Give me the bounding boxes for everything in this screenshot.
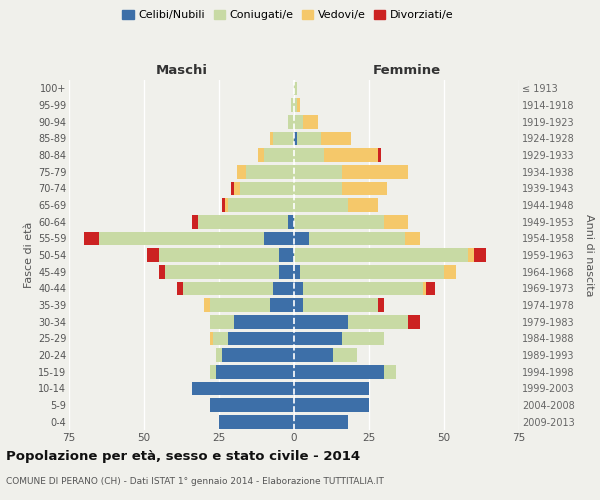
Bar (294, 82, 297, 95)
Bar (279, 248, 294, 262)
Bar (384, 365, 396, 378)
Bar (294, 182, 342, 195)
Bar (210, 398, 294, 412)
Bar (210, 332, 213, 345)
Bar (294, 415, 348, 428)
Bar (240, 182, 294, 195)
Bar (198, 215, 288, 228)
Bar (216, 365, 294, 378)
Bar (270, 132, 273, 145)
Bar (210, 365, 216, 378)
Bar (294, 298, 303, 312)
Bar (426, 282, 435, 295)
Bar (159, 248, 279, 262)
Bar (294, 215, 384, 228)
Bar (294, 165, 342, 178)
Bar (294, 365, 384, 378)
Bar (177, 282, 183, 295)
Bar (204, 298, 210, 312)
Bar (474, 248, 486, 262)
Bar (408, 315, 420, 328)
Bar (264, 148, 294, 162)
Bar (348, 315, 408, 328)
Bar (294, 148, 324, 162)
Bar (303, 282, 423, 295)
Bar (294, 315, 348, 328)
Bar (228, 332, 294, 345)
Bar (378, 298, 384, 312)
Bar (294, 265, 300, 278)
Bar (294, 232, 309, 245)
Bar (294, 282, 303, 295)
Bar (384, 215, 408, 228)
Bar (222, 348, 294, 362)
Y-axis label: Fasce di età: Fasce di età (23, 222, 34, 288)
Bar (237, 165, 246, 178)
Bar (165, 265, 279, 278)
Bar (294, 198, 348, 212)
Bar (270, 298, 294, 312)
Y-axis label: Anni di nascita: Anni di nascita (584, 214, 594, 296)
Legend: Celibi/Nubili, Coniugati/e, Vedovi/e, Divorziati/e: Celibi/Nubili, Coniugati/e, Vedovi/e, Di… (118, 6, 458, 25)
Bar (231, 182, 234, 195)
Bar (468, 248, 474, 262)
Bar (324, 148, 378, 162)
Bar (219, 415, 294, 428)
Bar (264, 232, 294, 245)
Bar (342, 165, 408, 178)
Bar (234, 315, 294, 328)
Bar (303, 298, 378, 312)
Text: Femmine: Femmine (373, 64, 440, 76)
Bar (210, 315, 234, 328)
Bar (294, 132, 297, 145)
Bar (333, 348, 357, 362)
Bar (405, 232, 420, 245)
Bar (273, 282, 294, 295)
Bar (192, 382, 294, 395)
Bar (234, 182, 240, 195)
Bar (294, 115, 303, 128)
Bar (246, 165, 294, 178)
Bar (423, 282, 426, 295)
Bar (225, 198, 228, 212)
Bar (291, 98, 294, 112)
Bar (288, 115, 294, 128)
Bar (273, 132, 294, 145)
Bar (84, 232, 99, 245)
Bar (342, 182, 387, 195)
Text: Maschi: Maschi (155, 64, 208, 76)
Bar (294, 348, 333, 362)
Bar (297, 132, 321, 145)
Bar (159, 265, 165, 278)
Bar (99, 232, 264, 245)
Bar (294, 332, 342, 345)
Bar (303, 115, 318, 128)
Bar (192, 215, 198, 228)
Bar (222, 198, 225, 212)
Bar (378, 148, 381, 162)
Bar (258, 148, 264, 162)
Bar (294, 98, 297, 112)
Bar (147, 248, 159, 262)
Bar (294, 248, 468, 262)
Bar (444, 265, 456, 278)
Bar (342, 332, 384, 345)
Bar (300, 265, 444, 278)
Bar (279, 265, 294, 278)
Bar (321, 132, 351, 145)
Bar (210, 298, 270, 312)
Bar (294, 382, 369, 395)
Bar (183, 282, 273, 295)
Bar (309, 232, 405, 245)
Text: COMUNE DI PERANO (CH) - Dati ISTAT 1° gennaio 2014 - Elaborazione TUTTITALIA.IT: COMUNE DI PERANO (CH) - Dati ISTAT 1° ge… (6, 478, 384, 486)
Bar (294, 398, 369, 412)
Bar (216, 348, 222, 362)
Bar (228, 198, 294, 212)
Bar (213, 332, 228, 345)
Bar (297, 98, 300, 112)
Bar (288, 215, 294, 228)
Bar (348, 198, 378, 212)
Text: Popolazione per età, sesso e stato civile - 2014: Popolazione per età, sesso e stato civil… (6, 450, 360, 463)
